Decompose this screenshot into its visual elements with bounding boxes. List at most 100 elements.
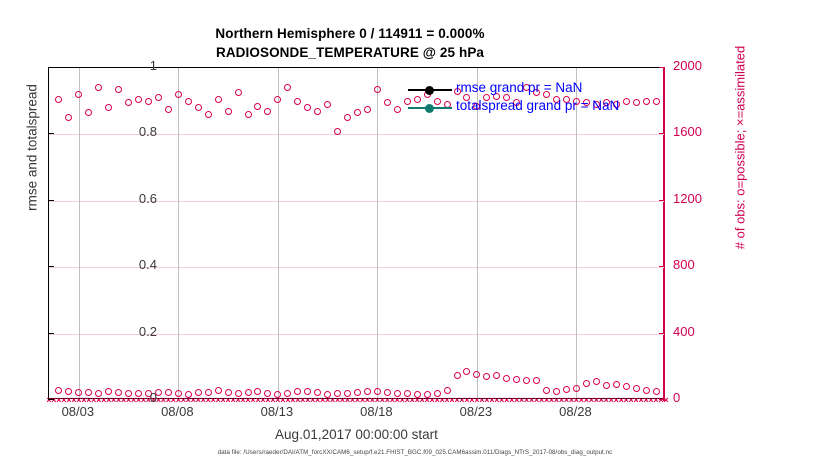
- obs-assimilated-marker: ×: [374, 395, 381, 405]
- obs-assimilated-marker: ×: [563, 395, 570, 405]
- obs-possible-marker: [284, 84, 292, 92]
- legend-entry-rmse: rmse grand pr = NaN: [408, 80, 658, 98]
- obs-assimilated-marker: ×: [140, 395, 147, 405]
- obs-possible-marker: [334, 127, 342, 135]
- obs-possible-marker: [433, 97, 441, 105]
- obs-assimilated-marker: ×: [240, 395, 246, 405]
- obs-possible-marker: [65, 114, 73, 122]
- obs-assimilated-marker: ×: [250, 395, 256, 405]
- right-axis-tick-mark: [659, 332, 665, 334]
- obs-assimilated-marker: ×: [623, 395, 629, 405]
- obs-possible-marker: [344, 114, 352, 122]
- obs-assimilated-marker: ×: [593, 395, 599, 405]
- obs-possible-marker: [503, 94, 511, 102]
- left-axis-tick-label: 0.6: [138, 190, 157, 206]
- obs-possible-marker: [463, 368, 471, 376]
- obs-assimilated-marker: ×: [125, 395, 132, 405]
- obs-assimilated-marker: ×: [205, 395, 211, 405]
- x-axis-tick-label: 08/28: [559, 404, 592, 419]
- obs-assimilated-marker: ×: [295, 395, 301, 405]
- obs-assimilated-marker: ×: [175, 395, 181, 405]
- obs-possible-marker: [572, 97, 580, 105]
- obs-possible-marker: [75, 91, 83, 99]
- right-axis-tick-mark: [659, 67, 665, 68]
- chart-title-line-1: Northern Hemisphere 0 / 114911 = 0.000%: [215, 26, 485, 41]
- obs-possible-marker: [194, 104, 202, 112]
- obs-assimilated-marker: ×: [444, 395, 450, 405]
- obs-assimilated-marker: ×: [384, 395, 390, 405]
- obs-assimilated-marker: ×: [499, 395, 505, 405]
- obs-assimilated-marker: ×: [305, 395, 311, 405]
- left-axis-tick-label: 0.8: [138, 124, 157, 140]
- obs-assimilated-marker: ×: [56, 395, 62, 405]
- obs-possible-marker: [503, 374, 511, 382]
- obs-assimilated-marker: ×: [359, 395, 366, 405]
- obs-assimilated-marker: ×: [598, 395, 604, 405]
- legend-marker-sample: [425, 85, 434, 95]
- legend-label-totalspread: totalspread grand pr = NaN: [456, 98, 620, 113]
- obs-possible-marker: [174, 91, 182, 99]
- vertical-gridline: [178, 68, 180, 398]
- obs-assimilated-marker: ×: [339, 395, 346, 405]
- obs-possible-marker: [513, 99, 521, 107]
- right-axis-line: [663, 67, 665, 401]
- data-file-note: data file: /Users/raeder/DAI/ATM_forcXX/…: [217, 449, 613, 456]
- obs-possible-marker: [145, 389, 153, 397]
- obs-possible-marker: [602, 99, 610, 107]
- obs-possible-marker: [135, 96, 143, 104]
- obs-assimilated-marker: ×: [135, 395, 142, 405]
- obs-possible-marker: [483, 373, 491, 381]
- obs-assimilated-marker: ×: [588, 395, 594, 405]
- obs-assimilated-marker: ×: [663, 395, 669, 405]
- obs-possible-marker: [95, 84, 103, 92]
- obs-possible-marker: [423, 390, 431, 398]
- x-axis-tick-label: 08/13: [260, 404, 294, 419]
- obs-possible-marker: [174, 390, 182, 398]
- obs-possible-marker: [553, 96, 561, 104]
- chart-title: Northern Hemisphere 0 / 114911 = 0.000% …: [0, 24, 700, 62]
- vertical-gridline: [476, 68, 478, 398]
- obs-assimilated-marker: ×: [285, 395, 291, 405]
- obs-possible-marker: [274, 390, 282, 398]
- obs-assimilated-marker: ×: [494, 395, 500, 405]
- obs-assimilated-marker: ×: [329, 395, 336, 405]
- obs-possible-marker: [184, 97, 192, 105]
- obs-assimilated-marker: ×: [81, 395, 87, 405]
- obs-assimilated-marker: ×: [101, 395, 107, 405]
- obs-possible-marker: [145, 97, 153, 105]
- obs-assimilated-marker: ×: [61, 395, 67, 405]
- obs-assimilated-marker: ×: [424, 395, 430, 405]
- obs-assimilated-marker: ×: [290, 395, 296, 405]
- obs-assimilated-marker: ×: [653, 395, 659, 405]
- obs-possible-marker: [562, 386, 570, 394]
- legend-swatch-totalspread: [408, 103, 452, 113]
- obs-assimilated-marker: ×: [618, 395, 624, 405]
- obs-possible-marker: [264, 107, 272, 115]
- obs-assimilated-marker: ×: [524, 395, 530, 405]
- obs-possible-marker: [413, 96, 421, 104]
- obs-possible-marker: [602, 381, 610, 389]
- obs-assimilated-marker: ×: [310, 395, 316, 405]
- obs-possible-marker: [632, 99, 640, 107]
- obs-assimilated-marker: ×: [379, 395, 385, 405]
- obs-assimilated-marker: ×: [509, 395, 515, 405]
- obs-assimilated-marker: ×: [170, 395, 177, 405]
- obs-assimilated-marker: ×: [230, 395, 236, 405]
- right-axis-tick-label: 1600: [673, 124, 702, 140]
- obs-assimilated-marker: ×: [568, 395, 575, 405]
- obs-possible-marker: [164, 389, 172, 397]
- obs-possible-marker: [543, 91, 551, 99]
- obs-assimilated-marker: ×: [578, 395, 585, 405]
- obs-possible-marker: [154, 388, 162, 396]
- legend-label-rmse: rmse grand pr = NaN: [456, 80, 583, 95]
- obs-possible-marker: [264, 389, 272, 397]
- obs-assimilated-marker: ×: [638, 395, 644, 405]
- obs-assimilated-marker: ×: [439, 395, 445, 405]
- plot-area: × × × × × × × × × × × × × × × × × × × × × × × × × × × × × × × × × × × × × × × ×…: [46, 67, 669, 405]
- obs-assimilated-marker: ×: [165, 395, 172, 405]
- obs-possible-marker: [592, 378, 600, 386]
- obs-assimilated-marker: ×: [643, 395, 649, 405]
- obs-assimilated-marker: ×: [603, 395, 609, 405]
- obs-possible-marker: [125, 390, 133, 398]
- obs-assimilated-marker: ×: [270, 395, 276, 405]
